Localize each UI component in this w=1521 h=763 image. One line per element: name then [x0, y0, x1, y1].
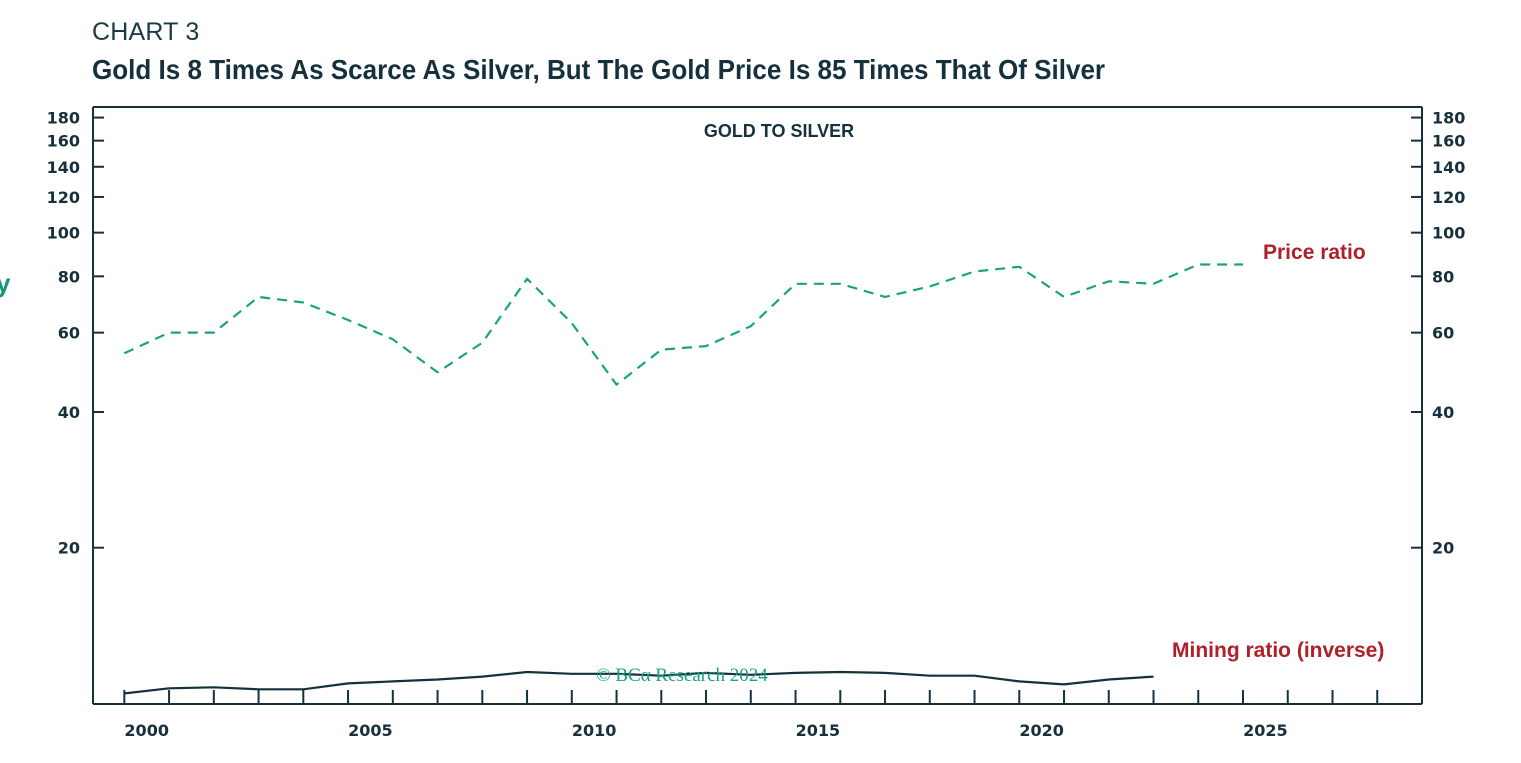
y-tick-label-left-120: 120 — [47, 188, 80, 207]
x-tick-label-2025: 2025 — [1243, 721, 1288, 740]
price-ratio-label: Price ratio — [1263, 241, 1366, 264]
y-tick-label-left-160: 160 — [47, 132, 80, 151]
x-tick-label-2010: 2010 — [572, 721, 617, 740]
x-tick-label-2005: 2005 — [348, 721, 393, 740]
y-tick-label-right-120: 120 — [1432, 188, 1465, 207]
price-ratio-line — [123, 263, 1243, 386]
series-lines — [123, 263, 1243, 695]
y-tick-label-right-80: 80 — [1432, 267, 1454, 286]
y-tick-label-left-180: 180 — [47, 109, 80, 128]
x-tick-label-2020: 2020 — [1019, 721, 1064, 740]
chart-label: CHART 3 — [92, 18, 200, 46]
y-tick-label-right-160: 160 — [1432, 132, 1465, 151]
inner-chart-title: GOLD TO SILVER — [704, 121, 854, 141]
x-tick-label-2015: 2015 — [796, 721, 841, 740]
y-tick-label-right-180: 180 — [1432, 109, 1465, 128]
plot-frame — [92, 106, 1423, 705]
y-tick-label-right-20: 20 — [1432, 539, 1454, 558]
y-tick-label-left-100: 100 — [47, 224, 80, 243]
y-tick-label-left-80: 80 — [58, 267, 80, 286]
y-tick-label-right-60: 60 — [1432, 324, 1454, 343]
mining-ratio-label: Mining ratio (inverse) — [1172, 639, 1384, 662]
copyright-text: © BCα Research 2024 — [596, 665, 768, 686]
y-axis-ticks: 180 180 160 160 140 140 120 120 100 100 80 80 60 60 40… — [47, 109, 1466, 558]
y-tick-label-left-20: 20 — [58, 539, 80, 558]
y-tick-label-left-40: 40 — [58, 403, 80, 422]
cropped-edge-letter: y — [0, 268, 11, 298]
y-tick-label-right-40: 40 — [1432, 403, 1454, 422]
x-tick-label-2000: 2000 — [124, 721, 169, 740]
mining-ratio-line — [124, 670, 1154, 695]
chart-title: Gold Is 8 Times As Scarce As Silver, But… — [92, 54, 1106, 85]
y-tick-label-left-60: 60 — [58, 324, 80, 343]
y-tick-label-left-140: 140 — [47, 158, 80, 177]
y-tick-label-right-140: 140 — [1432, 158, 1465, 177]
y-tick-label-right-100: 100 — [1432, 224, 1465, 243]
x-axis-ticks: 2000 2005 2010 2015 2020 2025 — [123, 690, 1379, 740]
